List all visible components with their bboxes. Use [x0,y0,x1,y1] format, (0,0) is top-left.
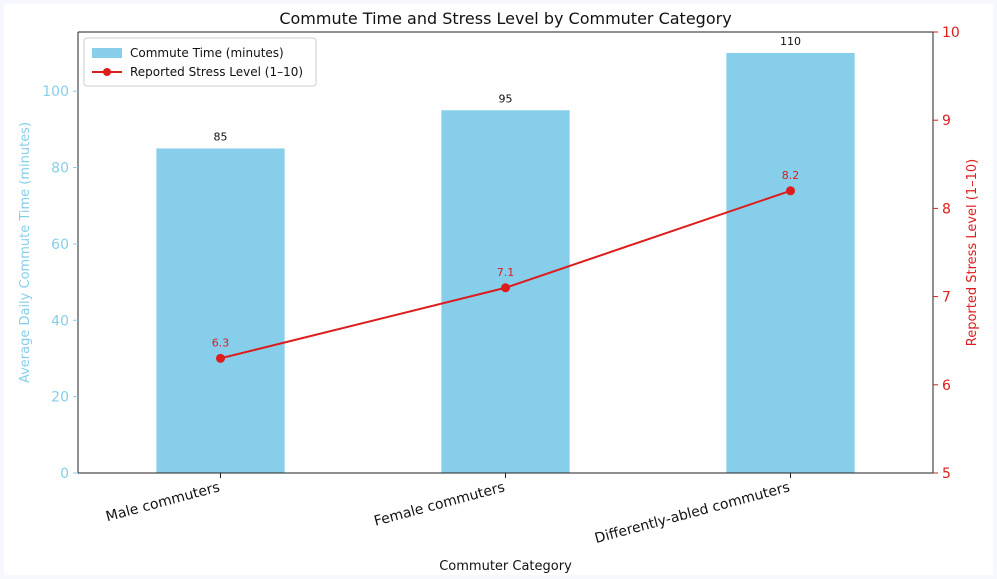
y-right-tick-label: 10 [942,25,960,41]
chart: Commute Time and Stress Level by Commute… [18,9,980,574]
y-axis-left-label: Average Daily Commute Time (minutes) [18,122,33,383]
y-right-tick-label: 8 [942,201,951,217]
bar-value-label: 95 [499,92,513,105]
y-right-tick-label: 6 [942,378,951,394]
x-axis-label: Commuter Category [439,559,572,574]
y-left-tick-label: 60 [51,237,69,253]
x-tick-label: Differently-abled commuters [593,479,791,547]
legend: Commute Time (minutes) Reported Stress Le… [83,37,317,87]
y-left-tick-label: 100 [42,84,69,100]
legend-box [83,37,317,87]
bar-value-label: 85 [214,130,228,143]
y-right-tick-label: 5 [942,466,951,482]
stress-value-label: 8.2 [782,169,800,182]
bar [726,53,855,473]
stress-point [216,353,225,363]
y-left-tick-label: 80 [51,161,69,177]
y-axis-right-label: Reported Stress Level (1–10) [965,159,980,346]
stress-value-label: 6.3 [212,336,230,349]
y-right-tick-label: 7 [942,290,951,306]
chart-title: Commute Time and Stress Level by Commute… [279,9,731,28]
x-tick-label: Female commuters [372,479,506,529]
y-left-tick-label: 0 [60,466,69,482]
y-left-tick-label: 40 [51,313,69,329]
plot-area: 85 95 110 6.3 7.1 8.2 0 20 40 60 80 100 5 6 7 8 9 10 Male … [42,25,960,547]
stress-point [501,283,510,293]
stress-point [786,186,795,196]
legend-bar-swatch [92,48,122,58]
legend-line-marker [103,68,111,76]
y-right-tick-label: 9 [942,113,951,129]
stress-value-label: 7.1 [497,266,515,279]
chart-canvas: Commute Time and Stress Level by Commute… [4,4,993,575]
bar [156,148,285,474]
legend-bar-label: Commute Time (minutes) [130,46,284,60]
y-left-tick-label: 20 [51,390,69,406]
bar-value-label: 110 [780,35,801,48]
legend-line-label: Reported Stress Level (1–10) [130,65,303,79]
x-tick-label: Male commuters [104,479,221,525]
